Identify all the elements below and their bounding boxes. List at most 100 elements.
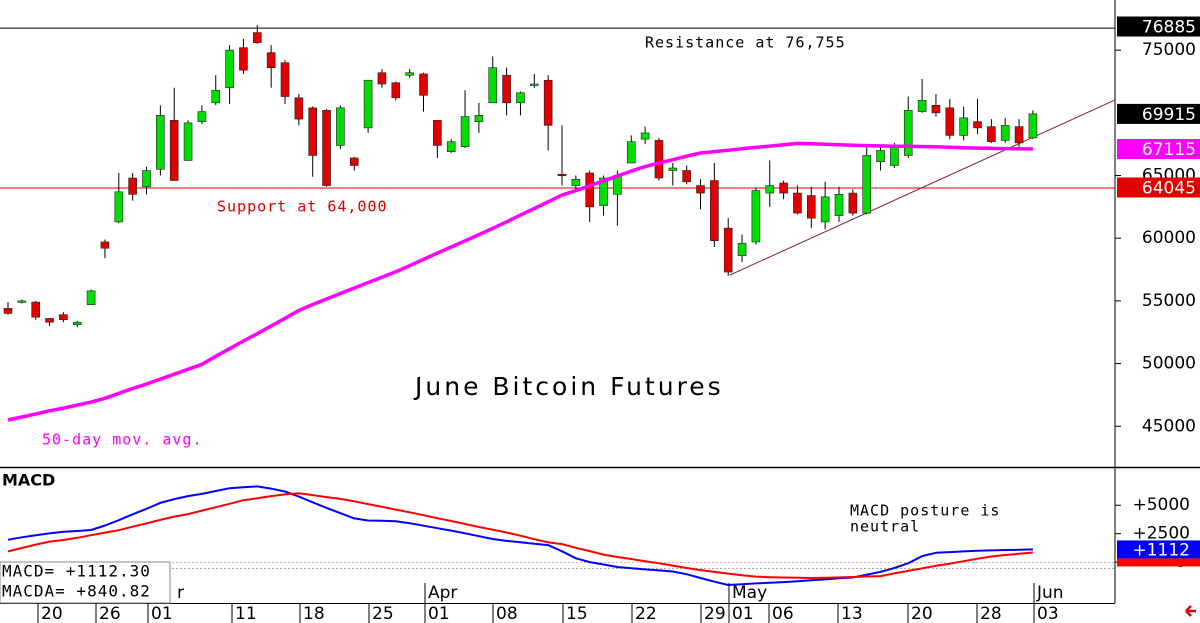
candle-body xyxy=(682,170,691,183)
candle-body xyxy=(516,92,525,104)
x-tick-label: 22 xyxy=(635,604,657,623)
price-flag xyxy=(1117,139,1200,160)
price-flag xyxy=(1117,16,1200,37)
candle-body xyxy=(308,107,318,156)
candle-body xyxy=(890,145,899,166)
candle-body xyxy=(599,177,608,206)
candle-body xyxy=(571,178,581,186)
candle-body xyxy=(987,126,996,142)
candle-body xyxy=(86,290,96,305)
candle-body xyxy=(336,107,345,146)
candle-body xyxy=(737,242,747,257)
candle-body xyxy=(751,190,761,243)
candle-body xyxy=(488,67,498,104)
y-tick-label: 60000 xyxy=(1142,228,1196,248)
macd-flag xyxy=(1117,540,1200,559)
x-tick-label: 01 xyxy=(151,604,173,623)
series-line xyxy=(7,141,1033,422)
y-tick-label: +2500 xyxy=(1132,524,1190,544)
candle-body xyxy=(128,177,137,195)
x-tick-label: 03 xyxy=(1037,604,1059,623)
x-tick-label: 18 xyxy=(303,604,325,623)
series-line xyxy=(7,492,1033,579)
candle-body xyxy=(253,32,262,43)
candle-body xyxy=(349,157,359,166)
candle-body xyxy=(903,110,913,156)
candle-body xyxy=(585,172,595,208)
candle-body xyxy=(322,110,331,186)
price-flag-label: 69915 xyxy=(1142,105,1196,125)
candle-body xyxy=(668,167,678,171)
candle-body xyxy=(446,141,456,152)
candle-body xyxy=(225,49,234,89)
candle-body xyxy=(280,62,290,97)
candle-body xyxy=(502,74,511,104)
x-tick-label: 06 xyxy=(772,604,794,623)
candle-body xyxy=(391,82,401,99)
readout-box xyxy=(0,561,171,604)
month-label: r xyxy=(177,583,184,603)
candle-body xyxy=(710,180,719,242)
series-line xyxy=(7,485,1033,586)
candle-body xyxy=(3,308,13,314)
x-tick-label: 01 xyxy=(732,604,754,623)
candle-body xyxy=(419,73,428,96)
candle-body xyxy=(696,185,705,194)
candle-body xyxy=(45,318,54,323)
candle-body xyxy=(793,192,802,214)
x-tick-label: 29 xyxy=(704,604,726,623)
month-label: May xyxy=(732,583,767,603)
price-flag-label: 64045 xyxy=(1142,178,1196,198)
price-flag xyxy=(1117,103,1200,124)
candle-body xyxy=(114,191,124,223)
candle-body xyxy=(183,122,193,161)
candle-body xyxy=(460,116,470,147)
candle-body xyxy=(474,115,484,122)
month-label: Apr xyxy=(428,583,457,603)
candle-body xyxy=(779,182,788,194)
y-tick-label: 45000 xyxy=(1142,416,1196,436)
candle-body xyxy=(211,89,221,104)
x-tick-label: 13 xyxy=(841,604,863,623)
candle-body xyxy=(945,107,955,136)
candle-body xyxy=(72,321,82,326)
candle-body xyxy=(100,241,110,249)
scroll-arrow[interactable] xyxy=(1185,605,1196,617)
annotation: Resistance at 76,755 xyxy=(645,34,846,52)
readout: MACDA= +840.82 xyxy=(2,582,151,601)
candle-body xyxy=(543,79,553,126)
annotation: Support at 64,000 xyxy=(217,198,388,216)
candle-body xyxy=(834,194,844,216)
candle-body xyxy=(1028,113,1038,139)
candle-body xyxy=(1014,126,1024,144)
price-flag-label: 76885 xyxy=(1142,18,1196,38)
candle-body xyxy=(169,120,179,181)
candle-body xyxy=(959,117,968,136)
candle-body xyxy=(723,227,733,273)
x-tick-label: 26 xyxy=(99,604,121,623)
x-tick-label: 28 xyxy=(980,604,1002,623)
x-tick-label: 20 xyxy=(911,604,933,623)
candle-body xyxy=(266,52,276,68)
x-tick-label: 11 xyxy=(235,604,257,623)
y-tick-label: +5000 xyxy=(1132,495,1190,515)
x-tick-label: 01 xyxy=(428,604,450,623)
y-tick-label: 50000 xyxy=(1142,354,1196,374)
candle-body xyxy=(433,120,442,146)
readout: MACD= +1112.30 xyxy=(2,562,151,581)
candle-body xyxy=(862,155,872,214)
candle-body xyxy=(1000,125,1010,141)
candle-body xyxy=(640,132,650,140)
x-tick-label: 25 xyxy=(372,604,394,623)
x-tick-label: 08 xyxy=(496,604,518,623)
candle-body xyxy=(59,314,68,320)
y-tick-label: 75000 xyxy=(1142,40,1196,60)
price-flag-label: 67115 xyxy=(1142,140,1196,160)
candle-body xyxy=(973,121,982,129)
candle-body xyxy=(557,173,567,177)
candle-body xyxy=(917,99,927,112)
month-label: Jun xyxy=(1036,583,1064,603)
candle-body xyxy=(806,195,816,219)
